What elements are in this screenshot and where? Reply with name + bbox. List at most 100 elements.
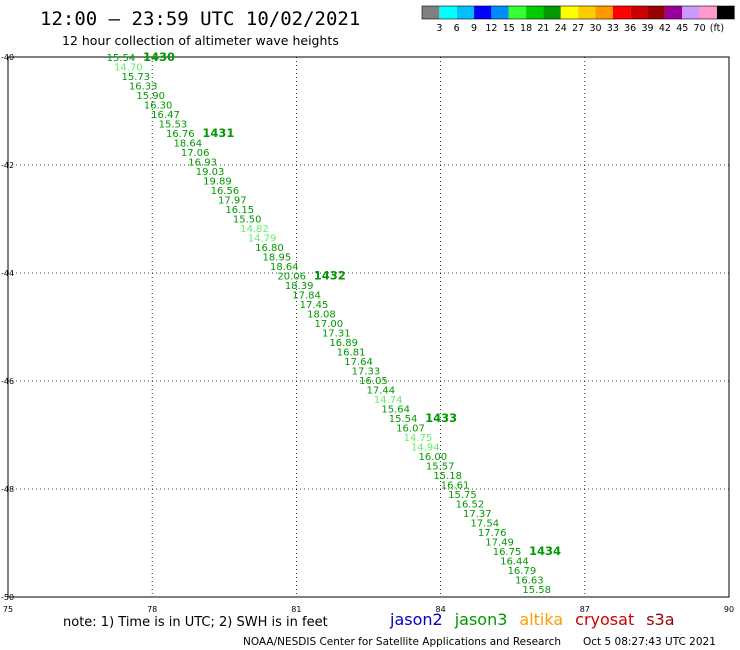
colorbar-swatch bbox=[474, 6, 492, 19]
colorbar-swatch bbox=[543, 6, 561, 19]
wave-height-label: 16.33 bbox=[129, 81, 158, 92]
wave-height-label: 16.63 bbox=[515, 575, 544, 586]
colorbar-label: 27 bbox=[572, 23, 584, 34]
mission-name: s3a bbox=[646, 610, 674, 629]
wave-height-label: 15.18 bbox=[433, 471, 462, 482]
colorbar-label: 70 bbox=[694, 23, 706, 34]
latitude-label: -42 bbox=[1, 161, 14, 170]
colorbar-label: 12 bbox=[485, 23, 497, 34]
colorbar-swatch bbox=[664, 6, 683, 19]
axis-labels: -40 -42 -44 -46 -48 -50 75 78 81 84 87 90 bbox=[1, 53, 734, 614]
wave-height-label: 16.07 bbox=[396, 423, 425, 434]
time-label: 1431 bbox=[202, 126, 234, 140]
wave-height-label: 16.47 bbox=[151, 110, 180, 121]
credit-text: NOAA/NESDIS Center for Satellite Applica… bbox=[243, 636, 561, 648]
wave-height-label: 16.75 bbox=[493, 547, 522, 558]
latitude-label: -48 bbox=[1, 485, 14, 494]
wave-height-label: 14.70 bbox=[114, 62, 143, 73]
colorbar-swatch bbox=[716, 6, 735, 19]
colorbar-swatch bbox=[682, 6, 700, 19]
wave-height-label: 16.44 bbox=[500, 556, 529, 567]
time-label: 1430 bbox=[143, 50, 175, 64]
wave-height-label: 17.49 bbox=[485, 537, 514, 548]
colorbar-swatch bbox=[647, 6, 665, 19]
mission-name: jason2 bbox=[389, 610, 443, 629]
wave-height-label: 17.44 bbox=[366, 385, 395, 396]
wave-height-label: 16.30 bbox=[144, 100, 173, 111]
latitude-label: -44 bbox=[1, 269, 14, 278]
colorbar-label: 30 bbox=[589, 23, 601, 34]
wave-height-label: 15.75 bbox=[448, 490, 477, 501]
colorbar-label: 21 bbox=[537, 23, 549, 34]
colorbar-label: 45 bbox=[676, 23, 688, 34]
wave-height-label: 17.54 bbox=[470, 518, 499, 529]
wave-height-label: 14.79 bbox=[248, 233, 277, 244]
wave-height-label: 17.45 bbox=[300, 300, 329, 311]
colorbar-label: 42 bbox=[659, 23, 671, 34]
wave-height-label: 16.15 bbox=[225, 205, 254, 216]
wave-height-label: 15.53 bbox=[159, 119, 188, 130]
colorbar-label: 33 bbox=[607, 23, 619, 34]
lat-lon-grid bbox=[8, 57, 729, 597]
wave-height-label: 19.03 bbox=[196, 167, 225, 178]
longitude-label: 84 bbox=[436, 605, 446, 614]
wave-height-label: 16.00 bbox=[418, 452, 447, 463]
mission-name: jason3 bbox=[454, 610, 508, 629]
wave-height-label: 16.81 bbox=[337, 347, 366, 358]
wave-height-label: 16.79 bbox=[508, 566, 537, 577]
latitude-label: -46 bbox=[1, 377, 14, 386]
colorbar-swatch bbox=[456, 6, 475, 19]
wave-height-label: 20.06 bbox=[277, 271, 306, 282]
colorbar-swatch bbox=[560, 6, 579, 19]
colorbar-label: 15 bbox=[503, 23, 515, 34]
wave-height-label: 16.89 bbox=[329, 338, 358, 349]
colorbar-swatch bbox=[422, 6, 440, 19]
longitude-label: 75 bbox=[3, 605, 13, 614]
wave-height-label: 14.75 bbox=[404, 433, 433, 444]
wave-height-label: 14.74 bbox=[374, 395, 403, 406]
colorbar-swatch bbox=[526, 6, 544, 19]
colorbar-label: 3 bbox=[436, 23, 442, 34]
colorbar-swatch bbox=[595, 6, 613, 19]
wave-height-label: 17.76 bbox=[478, 528, 507, 539]
time-label: 1432 bbox=[314, 268, 346, 282]
wave-height-label: 18.39 bbox=[285, 281, 314, 292]
longitude-label: 90 bbox=[724, 605, 734, 614]
colorbar-outline bbox=[421, 5, 735, 20]
colorbar-label: 36 bbox=[624, 23, 636, 34]
mission-name: cryosat bbox=[575, 610, 634, 629]
wave-height-label: 15.90 bbox=[136, 91, 165, 102]
wave-height-label: 18.08 bbox=[307, 309, 336, 320]
colorbar-swatch bbox=[630, 6, 648, 19]
map-title: 12:00 – 23:59 UTC 10/02/2021 bbox=[40, 8, 360, 30]
colorbar-label: 9 bbox=[471, 23, 477, 34]
wave-height-label: 17.06 bbox=[181, 148, 210, 159]
wave-height-label: 16.05 bbox=[359, 376, 388, 387]
wave-height-label: 18.95 bbox=[263, 252, 292, 263]
colorbar-swatch bbox=[578, 6, 596, 19]
latitude-label: -50 bbox=[1, 593, 14, 602]
wave-height-label: 15.57 bbox=[426, 461, 455, 472]
map-subtitle: 12 hour collection of altimeter wave hei… bbox=[62, 33, 339, 48]
wave-height-label: 17.37 bbox=[463, 509, 492, 520]
colorbar-label: 39 bbox=[642, 23, 654, 34]
mission-legend: jason2 jason3 altika cryosat s3a bbox=[389, 610, 675, 629]
wave-height-label: 16.80 bbox=[255, 243, 284, 254]
satellite-track: 15.5414.7015.7316.3315.9016.3016.4715.53… bbox=[107, 50, 561, 596]
wave-height-label: 17.84 bbox=[292, 290, 321, 301]
colorbar-label: 18 bbox=[520, 23, 532, 34]
colorbar-label: (ft) bbox=[710, 23, 724, 34]
generated-timestamp: Oct 5 08:27:43 UTC 2021 bbox=[583, 636, 716, 648]
wave-height-label: 16.76 bbox=[166, 129, 195, 140]
wave-height-label: 15.54 bbox=[389, 414, 418, 425]
colorbar-swatch bbox=[439, 6, 457, 19]
colorbar-swatch bbox=[491, 6, 509, 19]
mission-name: altika bbox=[519, 610, 563, 629]
wave-height-label: 18.64 bbox=[173, 138, 202, 149]
wave-height-label: 14.94 bbox=[411, 442, 440, 453]
wave-height-label: 16.56 bbox=[211, 186, 240, 197]
wave-height-colorbar: 3 6 9 12 15 18 21 24 27 30 33 36 39 42 45 70 (ft) bbox=[421, 5, 735, 34]
wave-height-label: 18.64 bbox=[270, 262, 299, 273]
